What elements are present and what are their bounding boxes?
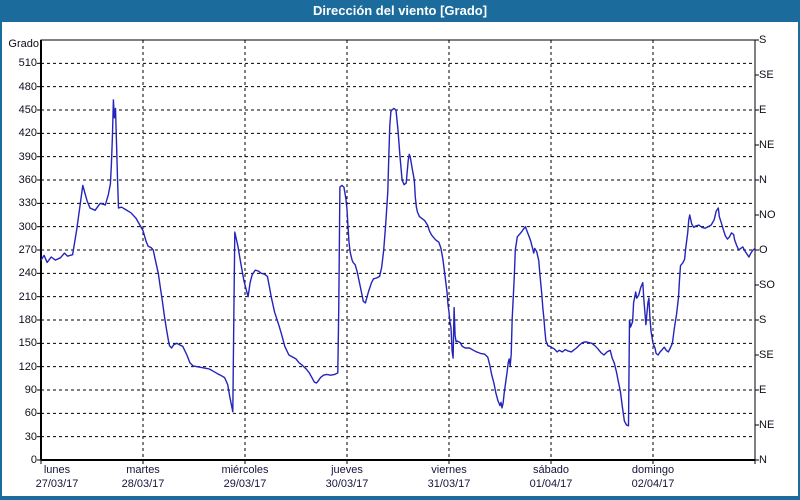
- compass-tick-label: N: [759, 454, 767, 466]
- day-date: 29/03/17: [223, 478, 267, 490]
- compass-tick-label: O: [759, 244, 768, 256]
- day-name: miércoles: [221, 464, 269, 476]
- day-name: jueves: [331, 464, 363, 476]
- y-axis-tick-label: 480: [18, 80, 37, 93]
- y-axis-tick-label: 90: [24, 384, 37, 396]
- gridlines: [41, 40, 755, 460]
- x-axis-day-label: lunes 27/03/17: [7, 463, 107, 491]
- day-date: 02/04/17: [631, 478, 675, 490]
- day-date: 30/03/17: [325, 478, 369, 490]
- axis-ticks: [37, 39, 759, 464]
- compass-tick-label: S: [759, 314, 767, 326]
- x-axis-day-label: viernes 31/03/17: [399, 463, 499, 491]
- y-axis-tick-label: 420: [18, 127, 37, 140]
- day-date: 31/03/17: [427, 478, 471, 490]
- x-axis-day-label: miércoles 29/03/17: [195, 463, 295, 491]
- day-date: 01/04/17: [529, 478, 573, 490]
- day-date: 27/03/17: [35, 478, 79, 490]
- compass-tick-label: E: [759, 104, 767, 116]
- y-axis-tick-label: 120: [18, 360, 37, 373]
- compass-tick-label: SE: [759, 349, 774, 361]
- day-name: martes: [126, 464, 160, 476]
- y-axis-tick-label: 300: [18, 220, 37, 233]
- compass-tick-label: SE: [759, 69, 774, 81]
- compass-tick-label: NE: [759, 419, 775, 431]
- y-axis-tick-label: 210: [18, 290, 37, 303]
- day-date: 28/03/17: [121, 478, 165, 490]
- y-axis-tick-label: 510: [18, 57, 37, 70]
- y-axis-tick-label: 150: [18, 337, 37, 350]
- day-name: sábado: [532, 464, 570, 476]
- y-axis-tick-label: 240: [18, 267, 37, 280]
- day-name: domingo: [631, 464, 675, 476]
- wind-direction-line: [40, 99, 756, 427]
- y-axis-tick-label: 390: [18, 150, 37, 163]
- x-axis-day-label: martes 28/03/17: [93, 463, 193, 491]
- y-axis-tick-label: 60: [24, 407, 37, 420]
- day-name: lunes: [43, 464, 71, 476]
- chart-title-bar: Dirección del viento [Grado]: [2, 2, 798, 22]
- compass-tick-label: NE: [759, 139, 775, 151]
- compass-tick-label: E: [759, 384, 767, 396]
- y-axis-tick-label: 330: [18, 197, 37, 210]
- x-axis-day-label: jueves 30/03/17: [297, 463, 397, 491]
- y-axis-tick-label: 30: [24, 430, 37, 443]
- y-axis-title: Grado: [8, 38, 39, 50]
- y-axis-tick-label: 270: [18, 244, 37, 256]
- y-axis-tick-label: 450: [18, 104, 37, 116]
- day-name: viernes: [431, 464, 467, 476]
- y-axis-tick-label: 0: [30, 454, 37, 466]
- compass-tick-label: S: [759, 34, 767, 46]
- y-axis-tick-label: 180: [18, 314, 37, 326]
- x-axis-day-label: sábado 01/04/17: [501, 463, 601, 491]
- compass-tick-label: SO: [759, 279, 775, 291]
- chart-title: Dirección del viento [Grado]: [312, 3, 488, 18]
- compass-tick-label: NO: [759, 209, 776, 221]
- y-axis-tick-label: 360: [18, 174, 37, 186]
- compass-tick-label: N: [759, 174, 767, 186]
- x-axis-day-label: domingo 02/04/17: [603, 463, 703, 491]
